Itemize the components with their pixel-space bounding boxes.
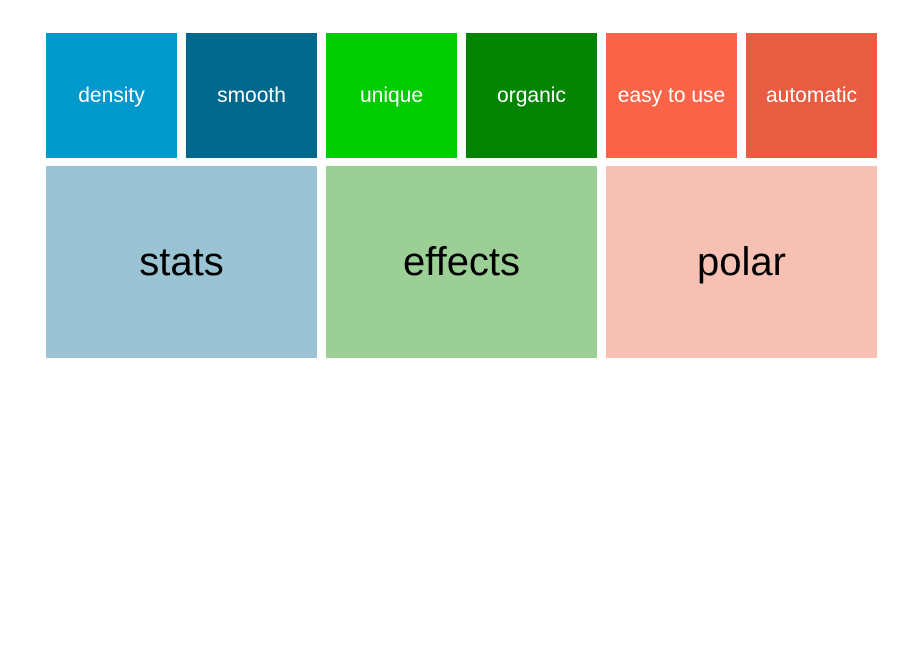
tile-label: organic [497, 84, 566, 107]
tile-label: unique [359, 84, 424, 107]
tile-label: easy to use [617, 84, 726, 107]
treemap-tile-effects: effects [326, 166, 597, 358]
tile-label: polar [697, 240, 786, 284]
treemap-tile-easy-to-use: easy to use [606, 33, 737, 158]
treemap-tile-polar: polar [606, 166, 877, 358]
tile-label: stats [139, 240, 224, 284]
tile-label: effects [402, 240, 521, 284]
treemap-tile-automatic: automatic [746, 33, 877, 158]
treemap-chart: density smooth unique organic easy to us… [46, 33, 877, 358]
treemap-tile-stats: stats [46, 166, 317, 358]
tile-label: automatic [765, 84, 858, 107]
treemap-tile-density: density [46, 33, 177, 158]
treemap-tile-organic: organic [466, 33, 597, 158]
treemap-tile-unique: unique [326, 33, 457, 158]
tile-label: density [78, 84, 145, 107]
tile-label: smooth [217, 84, 286, 107]
treemap-tile-smooth: smooth [186, 33, 317, 158]
